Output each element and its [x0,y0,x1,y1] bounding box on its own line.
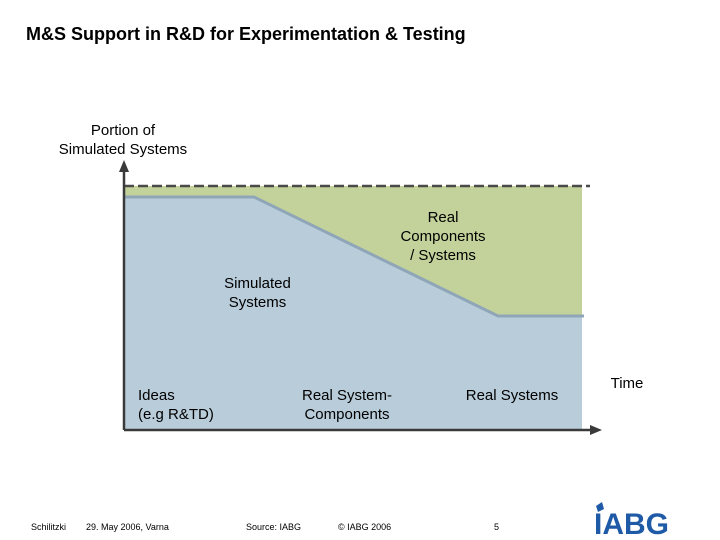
simulated-systems-label: Simulated Systems [205,274,310,312]
footer-date: 29. May 2006, Varna [86,522,169,532]
x-axis-arrow [590,425,602,435]
stage-label-real-system-components-line-2: Components [304,406,390,423]
real-components-label-line-1: Real [427,209,459,226]
footer-copyright: © IABG 2006 [338,522,392,532]
y-axis-arrow [119,160,129,172]
x-axis-label: Time [610,375,644,392]
simulated-portion-line [124,195,584,318]
svg-text:IABG: IABG [594,508,669,536]
y-axis-label-line-2: Simulated Systems [58,141,188,158]
y-axis-label-line-1: Portion of [90,122,156,139]
footer-source: Source: IABG [246,522,302,532]
footer-page-number: 5 [494,522,500,532]
stage-label-ideas-line-2: (e.g R&TD) [138,406,214,423]
stage-label-ideas: Ideas (e.g R&TD) [138,386,214,424]
simulated-systems-area [124,197,582,430]
stage-label-real-system-components: Real System- Components [282,386,412,424]
footer-author: Schilitzki [31,522,67,532]
real-components-label-line-2: Components [400,228,486,245]
stage-label-real-systems: Real Systems [452,386,572,405]
stage-label-real-systems-line-1: Real Systems [465,387,559,404]
stage-label-ideas-line-1: Ideas [138,387,175,404]
y-axis-label: Portion of Simulated Systems [48,121,198,159]
page-title: M&S Support in R&D for Experimentation &… [26,24,466,44]
iabg-logo: IABG [594,502,669,536]
real-components-label: Real Components / Systems [388,208,498,265]
real-components-label-line-3: / Systems [410,247,476,264]
simulated-systems-label-line-1: Simulated [224,275,291,292]
stage-label-real-system-components-line-1: Real System- [301,387,393,404]
simulated-systems-label-line-2: Systems [228,294,287,311]
